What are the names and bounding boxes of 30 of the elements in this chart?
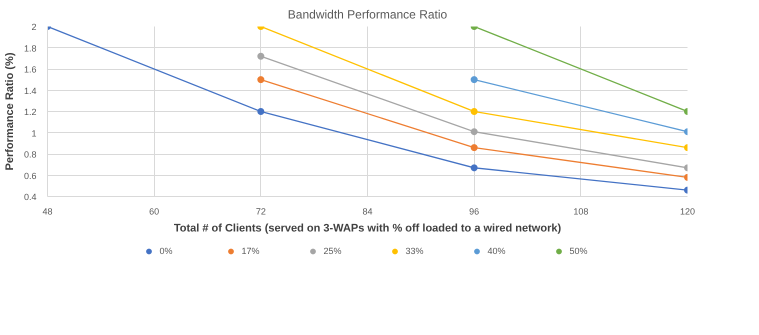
y-tick-label: 0.8 [24,150,37,160]
y-tick-label: 0.4 [24,192,37,202]
x-tick-label: 84 [362,206,373,216]
y-tick-label: 1.4 [24,86,37,96]
y-axis-title: Performance Ratio (%) [4,52,16,170]
y-tick-label: 1 [31,128,37,138]
y-tick-label: 2 [31,22,37,32]
x-tick-label: 48 [42,206,53,216]
y-tick-label: 1.2 [24,107,37,117]
y-tick-label: 1.6 [24,64,37,74]
legend-label: 17% [242,246,261,256]
legend-label: 25% [324,246,343,256]
x-axis-title: Total # of Clients (served on 3-WAPs with % off loaded to a wired network) [174,222,562,234]
legend-label: 50% [570,246,589,256]
point [470,108,478,115]
legend-label: 0% [160,246,174,256]
chart-title: Bandwidth Performance Ratio [288,8,448,22]
x-tick-label: 72 [256,206,266,216]
point [257,52,264,60]
point [257,76,264,84]
x-tick-label: 96 [469,206,480,216]
point [470,144,478,152]
x-tick-label: 60 [149,206,160,216]
legend-label: 33% [406,246,425,256]
x-tick-label: 108 [573,206,588,216]
x-tick-label: 120 [680,206,696,216]
y-tick-label: 1.8 [24,43,37,54]
point [470,128,478,136]
y-tick-label: 0.6 [24,170,37,181]
legend-label: 40% [488,246,507,256]
